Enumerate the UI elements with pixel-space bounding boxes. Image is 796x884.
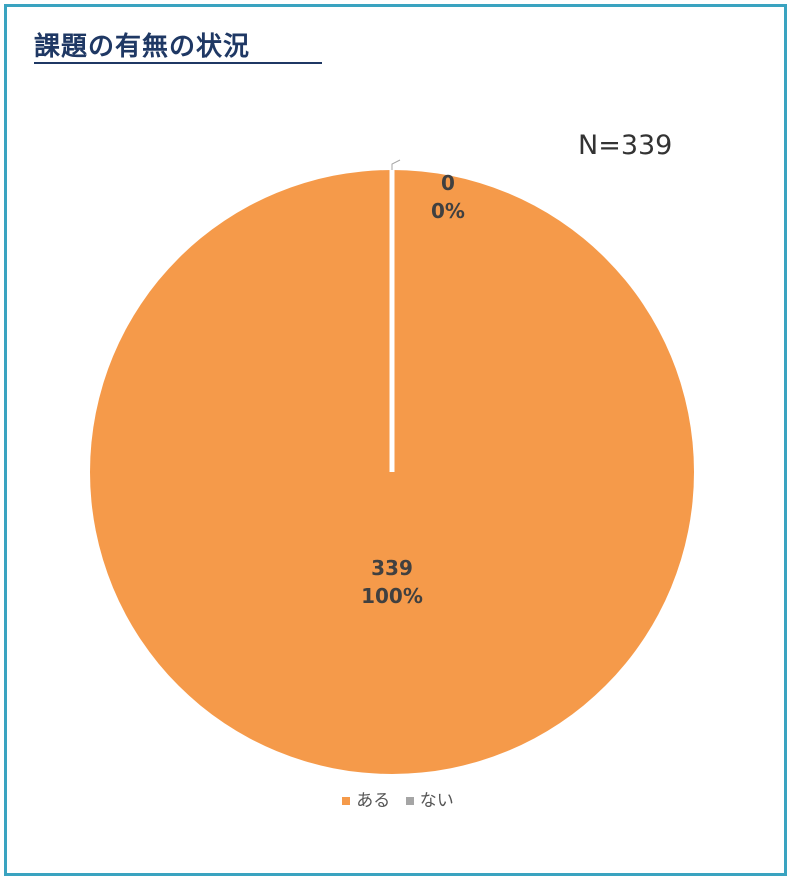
legend-item-nai: ない — [405, 786, 454, 811]
data-label-value-nai: 0 — [441, 171, 455, 195]
data-label-percent-nai: 0% — [431, 199, 465, 223]
legend-swatch-aru — [342, 797, 351, 805]
legend-swatch-nai — [405, 797, 414, 805]
legend-label-aru: ある — [356, 791, 391, 811]
total-n-label: N=339 — [578, 130, 673, 161]
leader-line-nai — [391, 159, 401, 170]
legend-label-nai: ない — [419, 791, 454, 811]
data-label-percent-aru: 100% — [361, 584, 423, 608]
title-underline — [34, 62, 322, 64]
chart-title: 課題の有無の状況 — [34, 32, 251, 62]
data-label-value-aru: 339 — [371, 556, 413, 580]
legend: ある ない — [0, 786, 796, 811]
legend-item-aru: ある — [342, 786, 390, 811]
